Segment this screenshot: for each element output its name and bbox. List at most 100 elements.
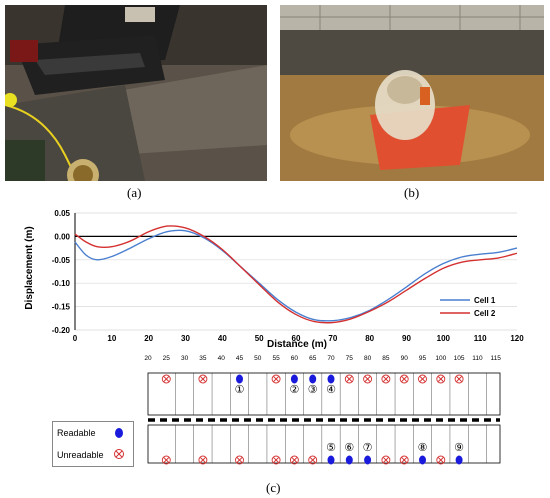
unreadable-circle [308,455,318,465]
y-tick-label: -0.10 [52,279,71,288]
top-sensor-unreadable [399,374,409,384]
bottom-sensor-unreadable [198,455,208,465]
unreadable-cross [364,376,371,382]
bottom-sensor-unreadable [235,455,244,465]
unreadable-cross [273,376,279,382]
unreadable-circle [289,455,299,465]
x-tick-label: 100 [437,334,451,343]
top-sensor-unreadable [161,374,171,384]
bottom-sensor-readable [345,455,353,465]
bottom-lane [147,424,501,464]
unreadable-circle [436,374,446,384]
caption-b: (b) [404,185,420,200]
unreadable-cross [383,376,389,382]
top-sensor-unreadable [454,374,464,384]
y-tick-label: 0.05 [54,209,70,218]
y-tick-label: -0.20 [52,326,71,335]
unreadable-circle [271,455,281,465]
legend-label-1: Cell 1 [474,296,496,305]
x-tick-label: 40 [218,334,227,343]
x-tick-label: 60 [292,334,301,343]
distance-label: 85 [382,355,390,362]
distance-label: 110 [472,355,483,362]
series-line-1 [74,229,518,322]
top-sensor-unreadable [363,374,373,384]
bottom-sensor-number: ⑦ [363,442,373,454]
layout-marks: ① ② ③ ④ ⑤ ⑥ ⑦ ⑧ ⑨ [161,374,464,465]
legend-readable-label: Readable [57,428,96,438]
distance-label: 65 [309,355,317,362]
x-tick-label: 10 [107,334,116,343]
unreadable-circle [271,374,281,384]
top-sensor-unreadable [344,374,354,384]
series-line-2 [74,225,518,324]
x-tick-label: 110 [474,334,487,343]
unreadable-cross [200,457,206,463]
bottom-sensor-unreadable [399,455,409,465]
unreadable-circle [454,374,464,384]
photo-b-image [280,5,544,181]
bottom-sensor-readable [455,455,463,465]
unreadable-circle [381,374,391,384]
bottom-sensor-readable [327,455,335,465]
y-tick-label: -0.05 [52,256,71,265]
unreadable-circle [344,374,354,384]
bottom-sensor-number: ⑥ [344,442,354,454]
chart-legend: Cell 1 Cell 2 [440,296,496,318]
y-axis-label: Displacement (m) [24,226,35,309]
photo-a [5,5,267,181]
photo-b [280,5,544,181]
unreadable-circle [161,455,171,465]
x-tick-label: 70 [328,334,337,343]
unreadable-cross [456,376,462,382]
unreadable-cross [273,457,279,463]
top-sensor-number: ② [289,384,299,396]
x-axis-label: Distance (m) [267,339,327,350]
distance-label: 105 [454,355,465,362]
distance-label: 50 [254,355,262,362]
top-sensor-unreadable [381,374,391,384]
sensor-layout-diagram: 20 25 30 35 40 45 50 55 60 65 70 75 80 85 90 95 100 105 11… [144,355,502,465]
x-tick-label: 120 [510,334,524,343]
bottom-sensor-unreadable [381,455,391,465]
y-tick-label: -0.15 [52,303,71,312]
unreadable-cross [200,376,206,382]
unreadable-cross [236,457,243,463]
x-tick-label: 80 [365,334,374,343]
top-sensor-readable [309,374,317,384]
readable-marker-icon [115,428,123,438]
x-tick-label: 90 [402,334,411,343]
unreadable-circle [418,374,427,384]
unreadable-cross [401,376,408,382]
distance-label: 30 [181,355,189,362]
layout-legend: Readable Unreadable [52,421,134,467]
bottom-sensor-number: ⑤ [326,442,336,454]
distance-label: 95 [419,355,427,362]
unreadable-cross [383,457,389,463]
distance-label: 70 [327,355,335,362]
x-tick-label: 20 [144,334,153,343]
unreadable-circle [436,455,446,465]
unreadable-marker-icon [114,449,124,459]
bottom-sensor-readable [364,455,372,465]
bottom-sensor-unreadable [289,455,299,465]
photo-a-image [5,5,267,181]
distance-label: 90 [401,355,409,362]
unreadable-circle [161,374,171,384]
unreadable-cross [346,376,353,382]
bottom-sensor-number: ⑨ [454,442,464,454]
distance-label: 25 [163,355,171,362]
bottom-sensor-unreadable [308,455,318,465]
distance-label: 40 [218,355,226,362]
legend-row-unreadable: Unreadable [57,450,104,460]
bottom-sensor-unreadable [271,455,281,465]
top-sensor-readable [327,374,335,384]
top-sensor-readable [290,374,298,384]
distance-label: 115 [491,355,502,362]
displacement-chart: 0.05 0.00 -0.05 -0.10 -0.15 -0.200 10 20 30 40 50 6… [24,209,524,350]
unreadable-circle [363,374,373,384]
caption-c: (c) [266,480,281,495]
top-sensor-unreadable [418,374,427,384]
top-sensor-unreadable [271,374,281,384]
unreadable-cross [309,457,316,463]
